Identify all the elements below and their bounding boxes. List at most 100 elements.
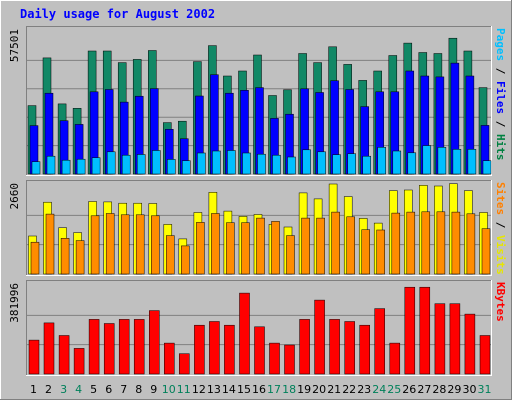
bar-pages (287, 156, 296, 175)
bar-pages (347, 153, 356, 175)
bar-sites (286, 235, 295, 275)
bar-kbytes (314, 299, 325, 375)
bar-kbytes (224, 324, 235, 375)
bar-pages (242, 152, 251, 175)
bar-pages (76, 158, 86, 175)
x-tick-label: 23 (357, 383, 371, 396)
bar-sites (166, 235, 175, 275)
bar-sites (391, 212, 401, 275)
bar-sites (331, 211, 340, 275)
panel-visits-sites: 2660 Sites / Visits (8, 180, 507, 276)
bar-sites (376, 229, 385, 275)
bar-sites (271, 221, 280, 275)
bar-sites (45, 213, 55, 275)
bar-sites (436, 211, 446, 275)
bar-kbytes (269, 342, 280, 375)
x-tick-label: 8 (135, 383, 142, 396)
bar-kbytes (464, 313, 476, 375)
bar-sites (120, 214, 130, 275)
bar-pages (257, 153, 266, 175)
bar-kbytes (133, 319, 145, 375)
x-tick-label: 19 (297, 383, 311, 396)
x-tick-label: 26 (402, 383, 416, 396)
bar-kbytes (434, 303, 446, 375)
x-tick-label: 17 (267, 383, 281, 396)
bar-kbytes (118, 319, 130, 375)
bar-sites (105, 213, 115, 275)
bar-kbytes (179, 353, 190, 375)
x-tick-label: 29 (447, 383, 461, 396)
panel-kbytes: 381996 KBytes (8, 280, 507, 376)
bar-kbytes (404, 286, 416, 375)
bar-pages (422, 145, 432, 175)
bar-pages (136, 154, 146, 175)
chart-title: Daily usage for August 2002 (20, 7, 215, 21)
bar-kbytes (149, 310, 160, 375)
x-tick-label: 2 (45, 383, 52, 396)
bar-sites (226, 222, 235, 275)
panel-scale-label: 57501 (8, 29, 21, 62)
bar-sites (181, 245, 190, 275)
bar-pages (227, 150, 236, 175)
bar-pages (46, 155, 56, 175)
x-tick-label: 4 (75, 383, 82, 396)
x-tick-label: 13 (207, 383, 221, 396)
bar-kbytes (194, 324, 205, 375)
panel-scale-label: 2660 (8, 183, 21, 210)
bar-kbytes (329, 319, 340, 375)
panel-scale-label: 381996 (8, 283, 21, 323)
bar-sites (346, 216, 355, 275)
x-tick-label: 1 (30, 383, 37, 396)
bar-pages (332, 154, 341, 175)
bar-pages (452, 149, 462, 175)
x-tick-label: 6 (105, 383, 112, 396)
x-tick-label: 21 (327, 383, 341, 396)
x-tick-label: 10 (162, 383, 176, 396)
bar-sites (90, 215, 100, 275)
bar-kbytes (58, 335, 70, 375)
bar-kbytes (209, 321, 220, 375)
x-axis-labels: 1 2 3 4 5 6 7 8 9 10 11 12 13 14 15 16 17 18 19 20 21 22 23 24 2… (30, 383, 492, 396)
bar-pages (482, 160, 492, 175)
x-tick-label: 22 (342, 383, 356, 396)
x-tick-label: 7 (120, 383, 127, 396)
bar-pages (61, 159, 71, 175)
legend-label-part: Pages (494, 28, 507, 61)
bar-pages (167, 159, 176, 175)
bar-sites (135, 214, 145, 275)
legend-label-part: / (494, 215, 507, 235)
bar-pages (437, 147, 447, 175)
x-tick-label: 16 (252, 383, 266, 396)
x-tick-label: 25 (387, 383, 401, 396)
bar-sites (211, 213, 220, 275)
x-tick-label: 18 (282, 383, 296, 396)
legend-label-part: Hits (494, 134, 507, 161)
bar-pages (182, 160, 191, 175)
bar-pages (467, 149, 477, 175)
legend-label-part: KBytes (494, 282, 507, 322)
bar-pages (272, 154, 281, 175)
bar-pages (302, 149, 311, 175)
bar-pages (121, 154, 131, 175)
bar-kbytes (88, 319, 100, 375)
bar-pages (31, 161, 41, 175)
bar-kbytes (374, 308, 385, 375)
bar-kbytes (299, 319, 310, 375)
x-tick-label: 11 (177, 383, 191, 396)
legend-label-part: Sites (494, 182, 507, 215)
bar-pages (362, 155, 371, 175)
panel-legend-label: Sites / Visits (494, 182, 507, 275)
bar-kbytes (479, 335, 491, 375)
bar-pages (392, 150, 402, 175)
bar-pages (407, 152, 417, 175)
bar-kbytes (28, 339, 40, 375)
bar-sites (75, 240, 85, 275)
x-tick-label: 12 (192, 383, 206, 396)
x-tick-label: 20 (312, 383, 326, 396)
bar-pages (212, 150, 221, 175)
x-tick-label: 31 (478, 383, 492, 396)
bar-sites (241, 222, 250, 275)
bar-kbytes (389, 342, 401, 375)
x-tick-label: 24 (372, 383, 386, 396)
series-kbytes (28, 286, 491, 375)
